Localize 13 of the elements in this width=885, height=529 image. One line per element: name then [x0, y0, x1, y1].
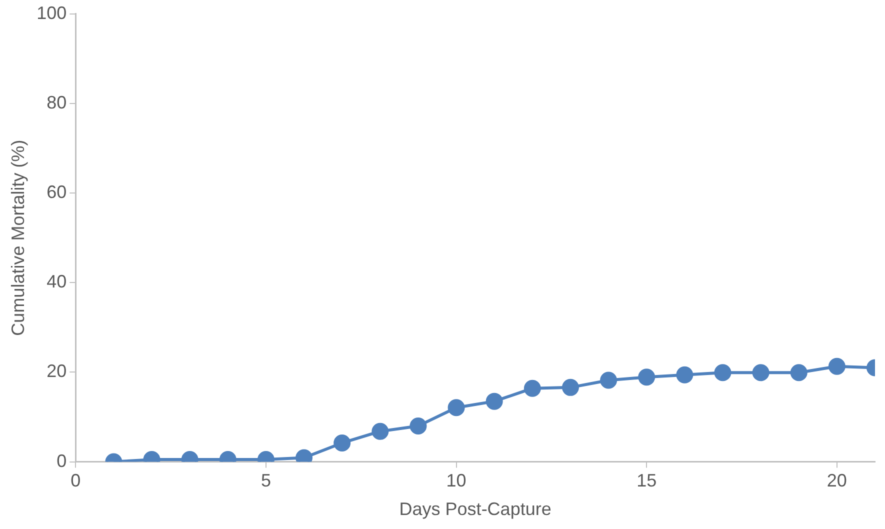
x-tick-label: 20 — [826, 470, 847, 491]
y-tick-label: 80 — [46, 92, 67, 112]
y-tick-label: 60 — [46, 182, 67, 202]
y-tick-label: 40 — [46, 272, 67, 292]
y-tick-label: 100 — [36, 2, 67, 23]
y-axis-title: Cumulative Mortality (%) — [8, 140, 28, 336]
x-axis-title: Days Post-Capture — [399, 499, 552, 520]
x-tick-label: 0 — [70, 470, 81, 491]
y-tick-label: 20 — [46, 361, 67, 382]
x-tick-label: 10 — [446, 470, 466, 491]
y-tick-label: 0 — [56, 450, 67, 471]
x-tick-label: 15 — [636, 470, 657, 491]
x-tick-label: 5 — [260, 470, 271, 491]
